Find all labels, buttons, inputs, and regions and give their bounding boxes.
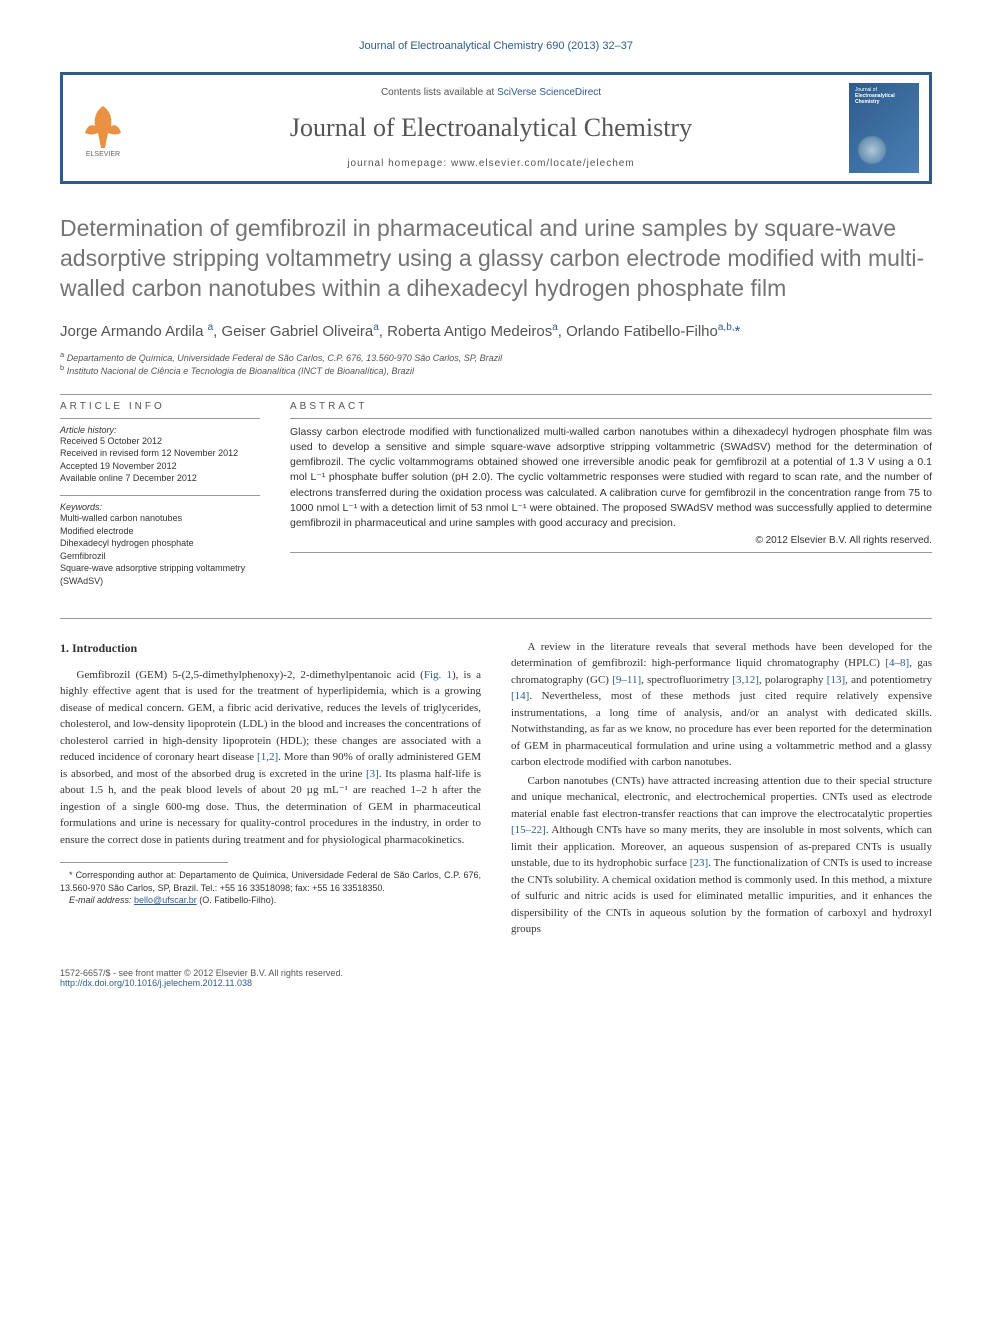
keyword-item: Modified electrode: [60, 525, 260, 538]
contents-prefix: Contents lists available at: [381, 87, 497, 98]
affiliations: a Departamento de Química, Universidade …: [60, 350, 932, 376]
body-paragraph-3: Carbon nanotubes (CNTs) have attracted i…: [511, 773, 932, 938]
email-footnote: E-mail address: bello@ufscar.br (O. Fati…: [60, 894, 481, 907]
sciencedirect-link[interactable]: SciVerse ScienceDirect: [497, 87, 601, 98]
affiliation-b: b Instituto Nacional de Ciência e Tecnol…: [60, 363, 932, 376]
citation-ref[interactable]: [1,2]: [257, 751, 278, 763]
journal-name: Journal of Electroanalytical Chemistry: [153, 113, 829, 143]
abstract-copyright: © 2012 Elsevier B.V. All rights reserved…: [290, 535, 932, 546]
author-email-link[interactable]: bello@ufscar.br: [134, 895, 197, 905]
keyword-item: Gemfibrozil: [60, 550, 260, 563]
body-paragraph-1: Gemfibrozil (GEM) 5-(2,5-dimethylphenoxy…: [60, 667, 481, 849]
elsevier-tree-logo-icon: ELSEVIER: [73, 98, 133, 158]
journal-cover-box: Journal of Electroanalytical Chemistry: [839, 75, 929, 181]
citation-ref[interactable]: [3]: [366, 768, 379, 780]
section-heading-intro: 1. Introduction: [60, 639, 481, 657]
homepage-prefix: journal homepage:: [347, 158, 451, 169]
svg-text:ELSEVIER: ELSEVIER: [86, 151, 120, 158]
page-footer: 1572-6657/$ - see front matter © 2012 El…: [60, 968, 932, 988]
affiliation-a: a Departamento de Química, Universidade …: [60, 350, 932, 363]
journal-masthead: ELSEVIER Contents lists available at Sci…: [60, 72, 932, 184]
doi-link[interactable]: http://dx.doi.org/10.1016/j.jelechem.201…: [60, 978, 252, 988]
citation-ref[interactable]: [23]: [690, 857, 708, 869]
citation-ref[interactable]: [15–22]: [511, 824, 546, 836]
abstract-text: Glassy carbon electrode modified with fu…: [290, 425, 932, 532]
article-info-heading: ARTICLE INFO: [60, 401, 260, 412]
keywords-label: Keywords:: [60, 502, 260, 512]
article-title: Determination of gemfibrozil in pharmace…: [60, 214, 932, 304]
keyword-item: Multi-walled carbon nanotubes: [60, 512, 260, 525]
author-list: Jorge Armando Ardila a, Geiser Gabriel O…: [60, 322, 932, 340]
history-accepted: Accepted 19 November 2012: [60, 460, 260, 473]
journal-homepage-line: journal homepage: www.elsevier.com/locat…: [153, 158, 829, 169]
journal-cover-thumbnail-icon: Journal of Electroanalytical Chemistry: [849, 83, 919, 173]
issn-copyright-line: 1572-6657/$ - see front matter © 2012 El…: [60, 968, 932, 978]
citation-ref[interactable]: [4–8]: [885, 657, 909, 669]
history-received: Received 5 October 2012: [60, 435, 260, 448]
body-paragraph-2: A review in the literature reveals that …: [511, 639, 932, 771]
contents-available-line: Contents lists available at SciVerse Sci…: [153, 87, 829, 98]
citation-ref[interactable]: [14]: [511, 690, 529, 702]
abstract-heading: ABSTRACT: [290, 401, 932, 412]
cover-title-bottom: Electroanalytical Chemistry: [855, 93, 919, 105]
section-rule: [60, 394, 932, 395]
article-body: 1. Introduction Gemfibrozil (GEM) 5-(2,5…: [60, 639, 932, 938]
corresponding-author-footnote: * Corresponding author at: Departamento …: [60, 869, 481, 894]
keyword-item: Dihexadecyl hydrogen phosphate: [60, 537, 260, 550]
history-online: Available online 7 December 2012: [60, 472, 260, 485]
running-head: Journal of Electroanalytical Chemistry 6…: [60, 40, 932, 52]
footnote-separator: [60, 862, 228, 863]
citation-ref[interactable]: [9–11]: [612, 674, 641, 686]
homepage-url[interactable]: www.elsevier.com/locate/jelechem: [451, 158, 635, 169]
citation-ref[interactable]: [13]: [827, 674, 845, 686]
history-revised: Received in revised form 12 November 201…: [60, 447, 260, 460]
history-label: Article history:: [60, 425, 260, 435]
figure-ref-1[interactable]: Fig. 1: [424, 669, 452, 681]
keyword-item: Square-wave adsorptive stripping voltamm…: [60, 562, 260, 587]
publisher-logo-box: ELSEVIER: [63, 75, 143, 181]
body-rule: [60, 618, 932, 619]
citation-ref[interactable]: [3,12]: [732, 674, 759, 686]
article-info-block: ARTICLE INFO Article history: Received 5…: [60, 401, 260, 588]
abstract-block: ABSTRACT Glassy carbon electrode modifie…: [290, 401, 932, 588]
